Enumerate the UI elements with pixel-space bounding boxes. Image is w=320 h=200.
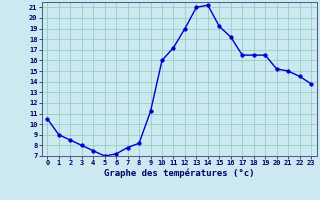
X-axis label: Graphe des températures (°c): Graphe des températures (°c) [104, 169, 254, 178]
